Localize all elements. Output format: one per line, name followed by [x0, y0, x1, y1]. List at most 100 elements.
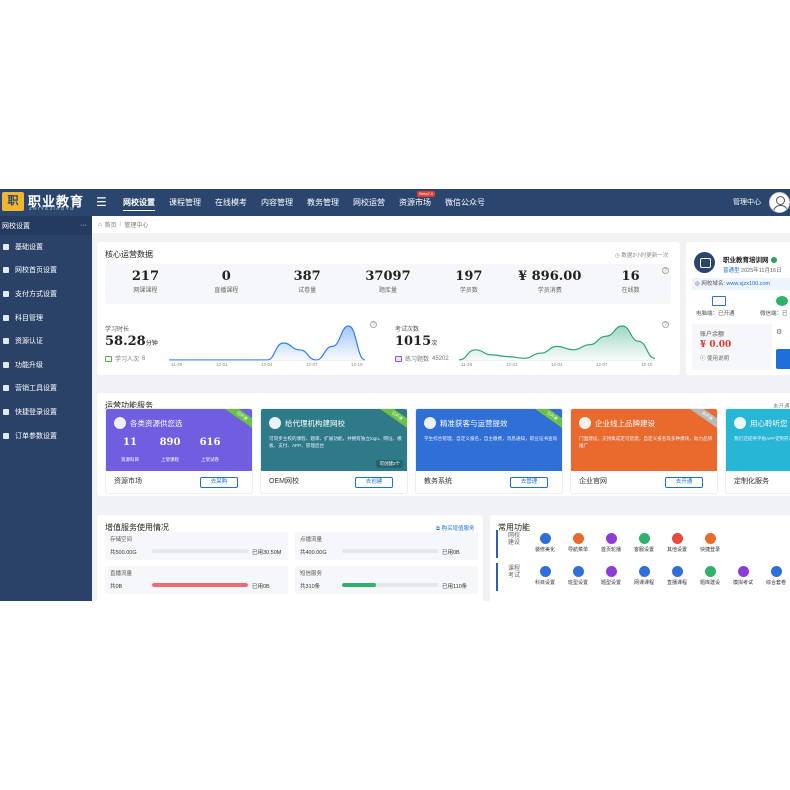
- brand-logo[interactable]: 职 职业教育 ZHIYEJIAOYU: [2, 191, 88, 213]
- service-stat-label: 上架试卷: [201, 457, 219, 462]
- sidebar-item[interactable]: 功能升级: [0, 353, 92, 377]
- function-shortcut[interactable]: 装修美化: [528, 533, 562, 553]
- services-more[interactable]: 未开通: [773, 404, 790, 410]
- sidebar-item[interactable]: 快捷登录设置: [0, 400, 92, 424]
- sidebar-item[interactable]: 资源认证: [0, 329, 92, 353]
- function-shortcut[interactable]: 综合套卷: [759, 566, 790, 586]
- service-icon: [114, 417, 126, 429]
- sidebar-item-icon: [3, 432, 9, 439]
- settings-gear-icon[interactable]: ⚙: [776, 329, 783, 336]
- function-shortcut[interactable]: 模拟考试: [726, 566, 760, 586]
- function-shortcut[interactable]: 题库建设: [693, 566, 727, 586]
- nav-academic-management[interactable]: 教务管理: [307, 198, 339, 207]
- chart-series-line: [169, 325, 365, 361]
- service-stat-value: 11: [123, 437, 137, 448]
- desktop-icon: [712, 296, 726, 306]
- sidebar-item-label: 网校首页设置: [15, 267, 57, 275]
- usage-item: 直播流量 共0B 已用0B: [105, 566, 288, 594]
- service-stat: 890 上架课程: [150, 437, 190, 466]
- service-stat-label: 上架课程: [161, 457, 179, 462]
- nav-course-management[interactable]: 课程管理: [169, 198, 201, 207]
- function-icon: [671, 566, 683, 577]
- study-time-unit: 分钟: [145, 341, 158, 347]
- breadcrumb-home[interactable]: 首页: [104, 223, 117, 229]
- function-shortcut[interactable]: 网课课程: [627, 566, 661, 586]
- axis-tick-label: 12-01: [506, 362, 518, 367]
- function-label: 题型设置: [600, 580, 621, 586]
- sidebar-item[interactable]: 基础设置: [0, 235, 92, 259]
- home-icon[interactable]: ⌂: [98, 221, 102, 228]
- function-shortcut[interactable]: 首页轮播: [594, 533, 628, 553]
- exam-help-icon[interactable]: ?: [662, 321, 669, 328]
- usage-note[interactable]: ⓘ 使用说明: [700, 354, 729, 362]
- chart-series-line: [459, 325, 655, 361]
- domain-link[interactable]: www.sjzx100.com: [726, 281, 771, 287]
- usage-total: 共310条: [300, 584, 321, 590]
- school-name: 职业教育培训网: [723, 257, 769, 264]
- service-action-button[interactable]: 去开通: [665, 477, 703, 488]
- nav-school-settings[interactable]: 网校设置: [116, 189, 162, 216]
- function-shortcut[interactable]: 直播课程: [660, 566, 694, 586]
- buy-service-text: 购买增值服务: [441, 526, 475, 532]
- function-shortcut[interactable]: 客服设置: [627, 533, 661, 553]
- nav-online-exam[interactable]: 在线模考: [215, 198, 247, 207]
- exam-count-value: 1015次: [395, 334, 437, 349]
- admin-center-link[interactable]: 管理中心: [733, 199, 761, 206]
- service-action-button[interactable]: 去创建: [355, 477, 393, 488]
- service-stat: 616 上架试卷: [190, 437, 230, 466]
- user-avatar-icon[interactable]: [769, 192, 790, 213]
- function-group-label: 课程考试: [507, 566, 520, 579]
- service-description: 学生综合管理，自定义报名，自主缴费，消息通知，职业证书查询: [424, 436, 558, 441]
- sidebar-item[interactable]: 网校首页设置: [0, 259, 92, 283]
- sidebar-item[interactable]: 科目管理: [0, 306, 92, 330]
- nav-content-management[interactable]: 内容管理: [261, 198, 293, 207]
- stat-value: 0: [221, 269, 231, 284]
- function-shortcut[interactable]: 班型设置: [561, 566, 595, 586]
- chart-area-fill: [459, 326, 655, 360]
- service-action-button[interactable]: 去采购: [200, 477, 238, 488]
- stat-label: 学员消费: [537, 288, 562, 294]
- function-icon: [638, 533, 650, 544]
- usage-name: 直播流量: [110, 571, 133, 577]
- function-shortcut[interactable]: 科目设置: [528, 566, 562, 586]
- study-help-icon[interactable]: ?: [370, 321, 377, 328]
- usage-used: 已用30.50M: [252, 550, 282, 556]
- pc-status: 电脑端：已开通: [696, 311, 735, 317]
- usage-progress-fill: [152, 583, 248, 587]
- sidebar-item[interactable]: 营销工具设置: [0, 377, 92, 401]
- usage-total: 共400.00G: [300, 550, 327, 556]
- balance-box: 账户余额 ¥ 0.00 ⓘ 使用说明: [692, 324, 772, 370]
- function-icon: [572, 566, 584, 577]
- usage-name: 短信服务: [300, 571, 323, 577]
- function-icon: [605, 533, 617, 544]
- practice-count-label: 练习题数: [405, 357, 430, 363]
- practice-count-icon: [395, 355, 402, 362]
- usage-progress-bar: [152, 583, 248, 587]
- function-shortcut[interactable]: 其他设置: [660, 533, 694, 553]
- axis-tick-label: 12-10: [351, 362, 363, 367]
- core-stats-row: 217 网课课程 0 直播课程 387 试卷量 37097 题库量 197 学员数 ¥ 896.00…: [105, 264, 671, 304]
- function-label: 客服设置: [633, 547, 654, 553]
- service-action-button[interactable]: 去管理: [510, 477, 548, 488]
- school-date: 2025年11月16日: [741, 268, 782, 274]
- stat-label: 试卷量: [298, 288, 317, 294]
- sidebar-item-icon: [3, 361, 9, 368]
- hamburger-menu-icon[interactable]: ☰: [96, 195, 107, 209]
- sidebar-more-icon[interactable]: ···: [80, 222, 87, 229]
- recharge-button[interactable]: [776, 349, 790, 369]
- nav-resource-market[interactable]: 资源市场 Beta2.0: [392, 189, 438, 216]
- function-shortcut[interactable]: 导航菜单: [561, 533, 595, 553]
- nav-wechat-account[interactable]: 微信公众号: [445, 198, 485, 207]
- core-data-card: 核心运营数据 ◷ 数据2小时更新一次 217 网课课程 0 直播课程 387 试卷量 370…: [97, 242, 680, 375]
- stats-help-icon[interactable]: ?: [662, 267, 669, 274]
- function-shortcut[interactable]: 快捷登录: [693, 533, 727, 553]
- axis-tick-label: 11-28: [171, 362, 183, 367]
- service-stats: 11 资源科目 890 上架课程 616 上架试卷: [110, 437, 230, 466]
- sidebar-item[interactable]: 订单参数设置: [0, 424, 92, 448]
- sidebar-item[interactable]: 支付方式设置: [0, 282, 92, 306]
- stat-label: 学员数: [459, 288, 478, 294]
- buy-service-link[interactable]: ⧉ 购买增值服务: [436, 524, 474, 533]
- function-shortcut[interactable]: 题型设置: [594, 566, 628, 586]
- sidebar: 网校设置 ··· 基础设置 网校首页设置 支付方式设置 科目管理 资源认证 功能升级 营销工…: [0, 216, 92, 601]
- nav-school-operations[interactable]: 网校运营: [353, 198, 385, 207]
